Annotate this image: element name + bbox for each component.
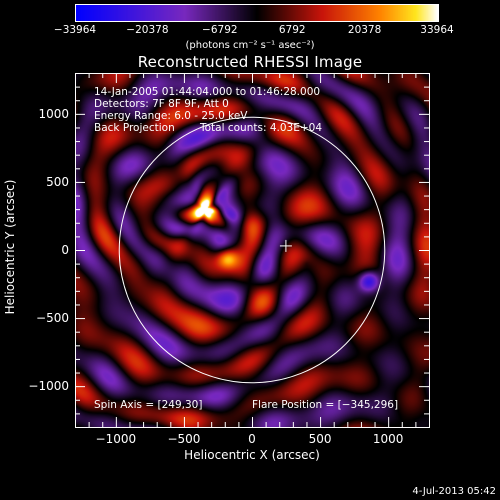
colorbar-tick-label: 20378 (347, 24, 382, 36)
y-axis-label: Heliocentric Y (arcsec) (3, 179, 17, 315)
spin-axis-annotation: Spin Axis = [249,30] (94, 399, 203, 411)
x-tick-label: 500 (308, 432, 332, 446)
method-annotation: Back Projection (94, 122, 175, 134)
energy-range-annotation: Energy Range: 6.0 - 25.0 keV (94, 110, 248, 122)
total-counts-annotation: Total counts: 4.03E+04 (200, 122, 323, 134)
colorbar-tick-label: 33964 (420, 24, 454, 36)
y-tick-label: −1000 (28, 379, 69, 394)
x-tick-label: 1000 (372, 432, 404, 446)
y-tick-label: 0 (61, 243, 69, 257)
x-axis-label: Heliocentric X (arcsec) (184, 448, 320, 462)
x-tick-label: 0 (248, 432, 256, 446)
date-stamp: 4-Jul-2013 05:42 (412, 486, 496, 497)
colorbar-tick-label: −33964 (53, 24, 97, 36)
x-tick-label: −500 (167, 432, 201, 446)
colorbar-tick-label: −6792 (202, 24, 238, 36)
spin-axis-marker (279, 239, 292, 252)
chart-title: Reconstructed RHESSI Image (137, 53, 363, 71)
colorbar-unit-label: (photons cm⁻² s⁻¹ asec⁻²) (185, 40, 315, 51)
y-tick-label: 500 (46, 174, 69, 189)
colorbar-tick-label: −20378 (126, 24, 169, 36)
rhessi-image (75, 73, 429, 427)
axis-tick-marks (75, 73, 429, 427)
flare-position-annotation: Flare Position = [−345,296] (252, 399, 399, 411)
colorbar-tick-label: 6792 (278, 24, 306, 36)
y-tick-label: 1000 (38, 106, 69, 121)
colorbar (75, 4, 439, 22)
x-tick-label: −1000 (95, 432, 137, 446)
y-tick-label: −500 (36, 311, 69, 326)
time-range-annotation: 14-Jan-2005 01:44:04.000 to 01:46:28.000 (94, 86, 321, 98)
solar-disk-circle (118, 116, 386, 384)
detectors-annotation: Detectors: 7F 8F 9F, Att 0 (94, 98, 229, 110)
